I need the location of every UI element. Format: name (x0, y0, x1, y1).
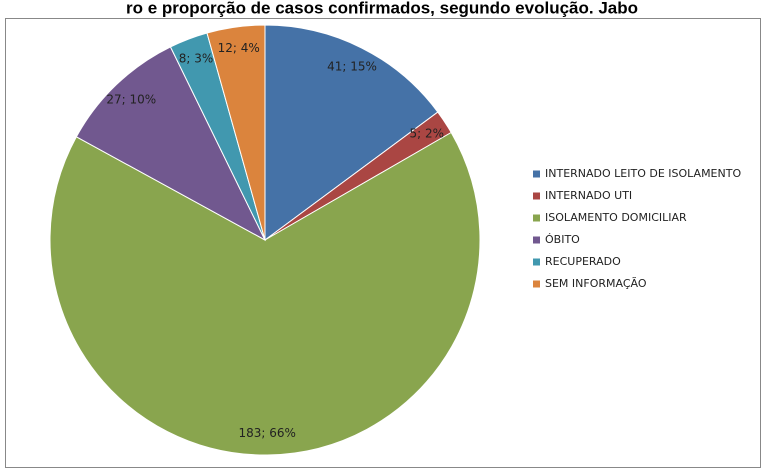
pie-slice (49, 131, 481, 456)
legend-swatch (533, 170, 540, 178)
legend-label: INTERNADO UTI (545, 189, 632, 202)
legend-swatch (533, 236, 540, 244)
data-label: 41; 15% (327, 60, 377, 74)
pie-slice (206, 24, 266, 241)
legend-swatch (533, 258, 540, 266)
data-label: 5; 2% (410, 126, 445, 140)
legend-label: ISOLAMENTO DOMICILIAR (545, 211, 687, 224)
data-label: 183; 66% (238, 426, 295, 440)
data-label: 8; 3% (179, 52, 214, 66)
legend-label: SEM INFORMAÇÃO (545, 277, 647, 290)
legend-swatch (533, 280, 540, 288)
chart-title: ro e proporção de casos confirmados, seg… (126, 0, 638, 17)
data-label: 27; 10% (106, 93, 156, 107)
pie-slice (264, 24, 439, 241)
data-label: 12; 4% (218, 41, 260, 55)
pie-slice (75, 46, 267, 242)
legend-label: INTERNADO LEITO DE ISOLAMENTO (545, 167, 741, 180)
legend-label: ÓBITO (545, 233, 580, 246)
legend-label: RECUPERADO (545, 255, 621, 268)
legend-swatch (533, 192, 540, 200)
legend-swatch (533, 214, 540, 222)
